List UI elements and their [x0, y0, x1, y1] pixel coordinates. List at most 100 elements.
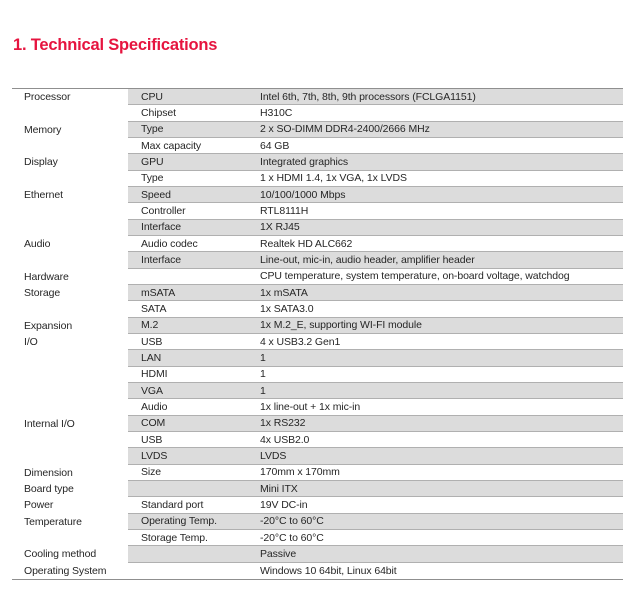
value-cell: -20°C to 60°C — [260, 531, 324, 544]
spec-cells: USB 4 x USB3.2 Gen1 — [128, 333, 623, 351]
category-cell — [12, 105, 128, 122]
item-cell: Controller — [141, 204, 186, 217]
spec-cells: Speed 10/100/1000 Mbps — [128, 186, 623, 204]
spec-cells: Controller RTL8111H — [128, 203, 623, 220]
item-cell: SATA — [141, 302, 167, 315]
spec-cells: Type 1 x HDMI 1.4, 1x VGA, 1x LVDS — [128, 170, 623, 187]
table-row: Hardware CPU temperature, system tempera… — [12, 268, 623, 285]
value-cell: Windows 10 64bit, Linux 64bit — [260, 564, 397, 577]
item-cell: Max capacity — [141, 139, 202, 152]
item-cell — [128, 546, 247, 561]
spec-cells: Passive — [128, 546, 623, 563]
table-row: Interface 1X RJ45 — [12, 219, 623, 236]
category-cell — [12, 219, 128, 236]
table-row: Power Standard port 19V DC-in — [12, 497, 623, 514]
spec-cells: LAN 1 — [128, 350, 623, 367]
category-cell: Expansion — [12, 317, 128, 334]
table-row: Audio Audio codec Realtek HD ALC662 — [12, 235, 623, 253]
spec-cells: Windows 10 64bit, Linux 64bit — [128, 562, 623, 579]
category-cell — [12, 301, 128, 318]
value-cell: CPU temperature, system temperature, on-… — [260, 270, 570, 283]
value-cell: 2 x SO-DIMM DDR4-2400/2666 MHz — [260, 123, 430, 136]
value-cell: Line-out, mic-in, audio header, amplifie… — [260, 253, 475, 266]
table-row: Interface Line-out, mic-in, audio header… — [12, 252, 623, 269]
category-cell — [12, 399, 128, 416]
item-cell: VGA — [141, 384, 163, 397]
value-cell: 1 — [260, 384, 266, 397]
value-cell: 1x M.2_E, supporting WI-FI module — [260, 319, 422, 332]
table-row: LAN 1 — [12, 350, 623, 367]
category-cell — [12, 431, 128, 449]
table-row: Processor CPU Intel 6th, 7th, 8th, 9th p… — [12, 89, 623, 106]
table-row: HDMI 1 — [12, 366, 623, 383]
spec-cells: CPU temperature, system temperature, on-… — [128, 268, 623, 285]
category-cell — [12, 203, 128, 220]
value-cell: H310C — [260, 106, 293, 119]
spec-cells: Max capacity 64 GB — [128, 137, 623, 155]
item-cell: GPU — [141, 155, 164, 168]
item-cell: Audio codec — [141, 237, 198, 250]
category-cell — [12, 350, 128, 367]
item-cell: mSATA — [141, 286, 176, 299]
spec-cells: HDMI 1 — [128, 366, 623, 383]
category-cell: Dimension — [12, 464, 128, 481]
category-cell: Storage — [12, 284, 128, 302]
value-cell: 10/100/1000 Mbps — [260, 188, 346, 201]
value-cell: Realtek HD ALC662 — [260, 237, 353, 250]
value-cell: 1x RS232 — [260, 417, 306, 430]
value-cell: 64 GB — [260, 139, 290, 152]
value-cell: 1 x HDMI 1.4, 1x VGA, 1x LVDS — [260, 172, 407, 185]
value-cell: RTL8111H — [260, 204, 309, 217]
item-cell: CPU — [141, 90, 163, 103]
category-cell: Internal I/O — [12, 415, 128, 432]
category-cell: Temperature — [12, 513, 128, 530]
table-row: Memory Type 2 x SO-DIMM DDR4-2400/2666 M… — [12, 121, 623, 138]
item-cell: LAN — [141, 351, 162, 364]
item-cell: Speed — [141, 188, 171, 201]
item-cell: Storage Temp. — [141, 531, 208, 544]
value-cell: Intel 6th, 7th, 8th, 9th processors (FCL… — [260, 90, 476, 103]
item-cell: HDMI — [141, 368, 168, 381]
table-row: Display GPU Integrated graphics — [12, 154, 623, 171]
table-row: Max capacity 64 GB — [12, 137, 623, 155]
item-cell: Interface — [141, 221, 181, 234]
category-cell: Cooling method — [12, 546, 128, 563]
spec-cells: M.2 1x M.2_E, supporting WI-FI module — [128, 317, 623, 334]
category-cell — [12, 366, 128, 383]
table-row: VGA 1 — [12, 382, 623, 400]
category-cell — [12, 137, 128, 155]
value-cell: 1X RJ45 — [260, 221, 300, 234]
item-cell: LVDS — [141, 449, 168, 462]
item-cell: Type — [141, 172, 164, 185]
item-cell: Standard port — [141, 498, 204, 511]
table-row: USB 4x USB2.0 — [12, 431, 623, 449]
value-cell: Integrated graphics — [260, 155, 348, 168]
table-row: Internal I/O COM 1x RS232 — [12, 415, 623, 432]
value-cell: 19V DC-in — [260, 498, 308, 511]
spec-cells: mSATA 1x mSATA — [128, 284, 623, 302]
category-cell: Processor — [12, 89, 128, 106]
table-row: Type 1 x HDMI 1.4, 1x VGA, 1x LVDS — [12, 170, 623, 187]
table-row: Audio 1x line-out + 1x mic-in — [12, 399, 623, 416]
value-cell: 1 — [260, 368, 266, 381]
spec-cells: Interface Line-out, mic-in, audio header… — [128, 252, 623, 269]
category-cell — [12, 448, 128, 465]
table-row: Storage Temp. -20°C to 60°C — [12, 529, 623, 547]
spec-cells: Chipset H310C — [128, 105, 623, 122]
category-cell — [12, 529, 128, 547]
item-cell: Type — [141, 123, 164, 136]
category-cell — [12, 382, 128, 400]
spec-cells: Interface 1X RJ45 — [128, 219, 623, 236]
table-row: Board type Mini ITX — [12, 480, 623, 498]
category-cell: Audio — [12, 235, 128, 253]
table-row: Storage mSATA 1x mSATA — [12, 284, 623, 302]
table-row: Ethernet Speed 10/100/1000 Mbps — [12, 186, 623, 204]
item-cell: Audio — [141, 400, 168, 413]
spec-cells: Mini ITX — [128, 480, 623, 498]
item-cell: M.2 — [141, 319, 159, 332]
item-cell: COM — [141, 417, 166, 430]
item-cell: USB — [141, 335, 163, 348]
value-cell: 170mm x 170mm — [260, 466, 340, 479]
item-cell: Operating Temp. — [141, 515, 217, 528]
